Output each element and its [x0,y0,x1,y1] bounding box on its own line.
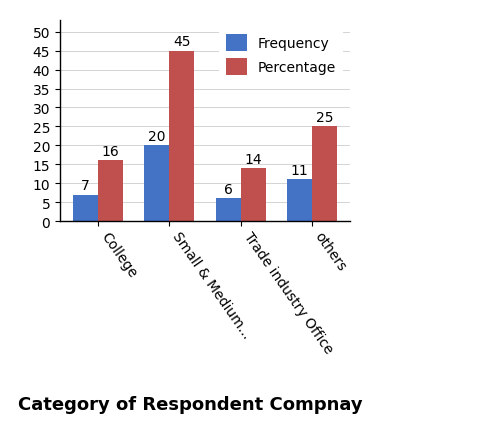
Bar [240,169,266,222]
Text: 11: 11 [290,164,308,178]
Bar [144,146,170,222]
Text: 20: 20 [148,130,166,144]
Text: Category of Respondent Compnay: Category of Respondent Compnay [18,395,362,413]
Bar [287,180,312,222]
Bar [216,199,240,222]
Legend: Frequency, Percentage: Frequency, Percentage [219,28,343,83]
Text: 6: 6 [224,183,232,196]
Text: 14: 14 [244,153,262,167]
Bar [73,195,98,222]
Text: 16: 16 [102,145,119,159]
Bar [312,127,337,222]
Bar [170,52,194,222]
Text: 25: 25 [316,111,333,125]
Bar [98,161,123,222]
Text: 7: 7 [82,179,90,193]
Text: 45: 45 [173,35,190,49]
